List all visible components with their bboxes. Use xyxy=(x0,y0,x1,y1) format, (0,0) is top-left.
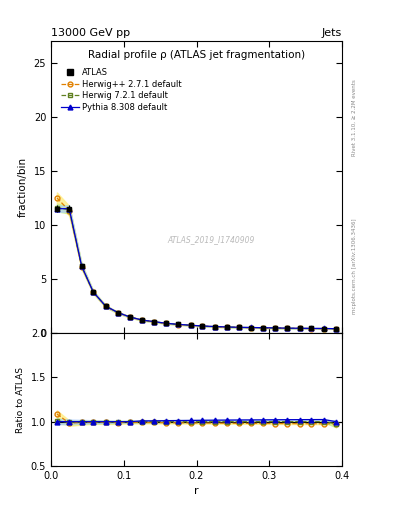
Y-axis label: fraction/bin: fraction/bin xyxy=(18,157,28,217)
Text: ATLAS_2019_I1740909: ATLAS_2019_I1740909 xyxy=(167,235,255,244)
Y-axis label: Ratio to ATLAS: Ratio to ATLAS xyxy=(16,367,25,433)
Text: Radial profile ρ (ATLAS jet fragmentation): Radial profile ρ (ATLAS jet fragmentatio… xyxy=(88,50,305,60)
Text: Jets: Jets xyxy=(321,28,342,38)
Text: Rivet 3.1.10, ≥ 2.2M events: Rivet 3.1.10, ≥ 2.2M events xyxy=(352,79,357,156)
Text: 13000 GeV pp: 13000 GeV pp xyxy=(51,28,130,38)
X-axis label: r: r xyxy=(194,486,199,496)
Legend: ATLAS, Herwig++ 2.7.1 default, Herwig 7.2.1 default, Pythia 8.308 default: ATLAS, Herwig++ 2.7.1 default, Herwig 7.… xyxy=(58,66,184,114)
Text: mcplots.cern.ch [arXiv:1306.3436]: mcplots.cern.ch [arXiv:1306.3436] xyxy=(352,219,357,314)
